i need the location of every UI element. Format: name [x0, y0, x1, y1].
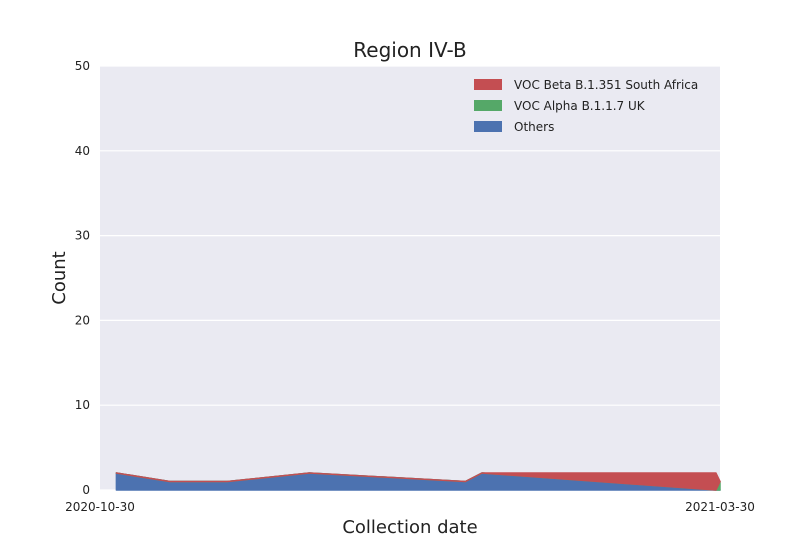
- legend-swatch: [474, 121, 502, 132]
- area-voc-beta-b-1-351-south-africa: [115, 472, 721, 491]
- legend-label: VOC Beta B.1.351 South Africa: [514, 78, 698, 92]
- x-axis-label: Collection date: [342, 517, 477, 538]
- series-areas: [115, 472, 721, 491]
- y-tick-label: 50: [75, 59, 90, 73]
- y-tick-label: 0: [82, 483, 90, 497]
- legend-label: VOC Alpha B.1.1.7 UK: [514, 99, 646, 113]
- legend-label: Others: [514, 120, 554, 134]
- y-tick-label: 40: [75, 144, 90, 158]
- y-tick-label: 30: [75, 229, 90, 243]
- legend-swatch: [474, 100, 502, 111]
- x-tick-label: 2020-10-30: [65, 500, 135, 514]
- legend: VOC Beta B.1.351 South Africa VOC Alpha B…: [474, 78, 698, 134]
- x-tick-labels: 2020-10-30 2021-03-30: [65, 500, 755, 514]
- y-tick-label: 10: [75, 398, 90, 412]
- chart-title: Region IV-B: [353, 38, 466, 62]
- y-tick-label: 20: [75, 313, 90, 327]
- y-tick-labels: 0 10 20 30 40 50: [75, 59, 90, 497]
- y-axis-label: Count: [49, 251, 70, 304]
- legend-swatch: [474, 79, 502, 90]
- plot-background: [100, 66, 720, 490]
- x-tick-label: 2021-03-30: [685, 500, 755, 514]
